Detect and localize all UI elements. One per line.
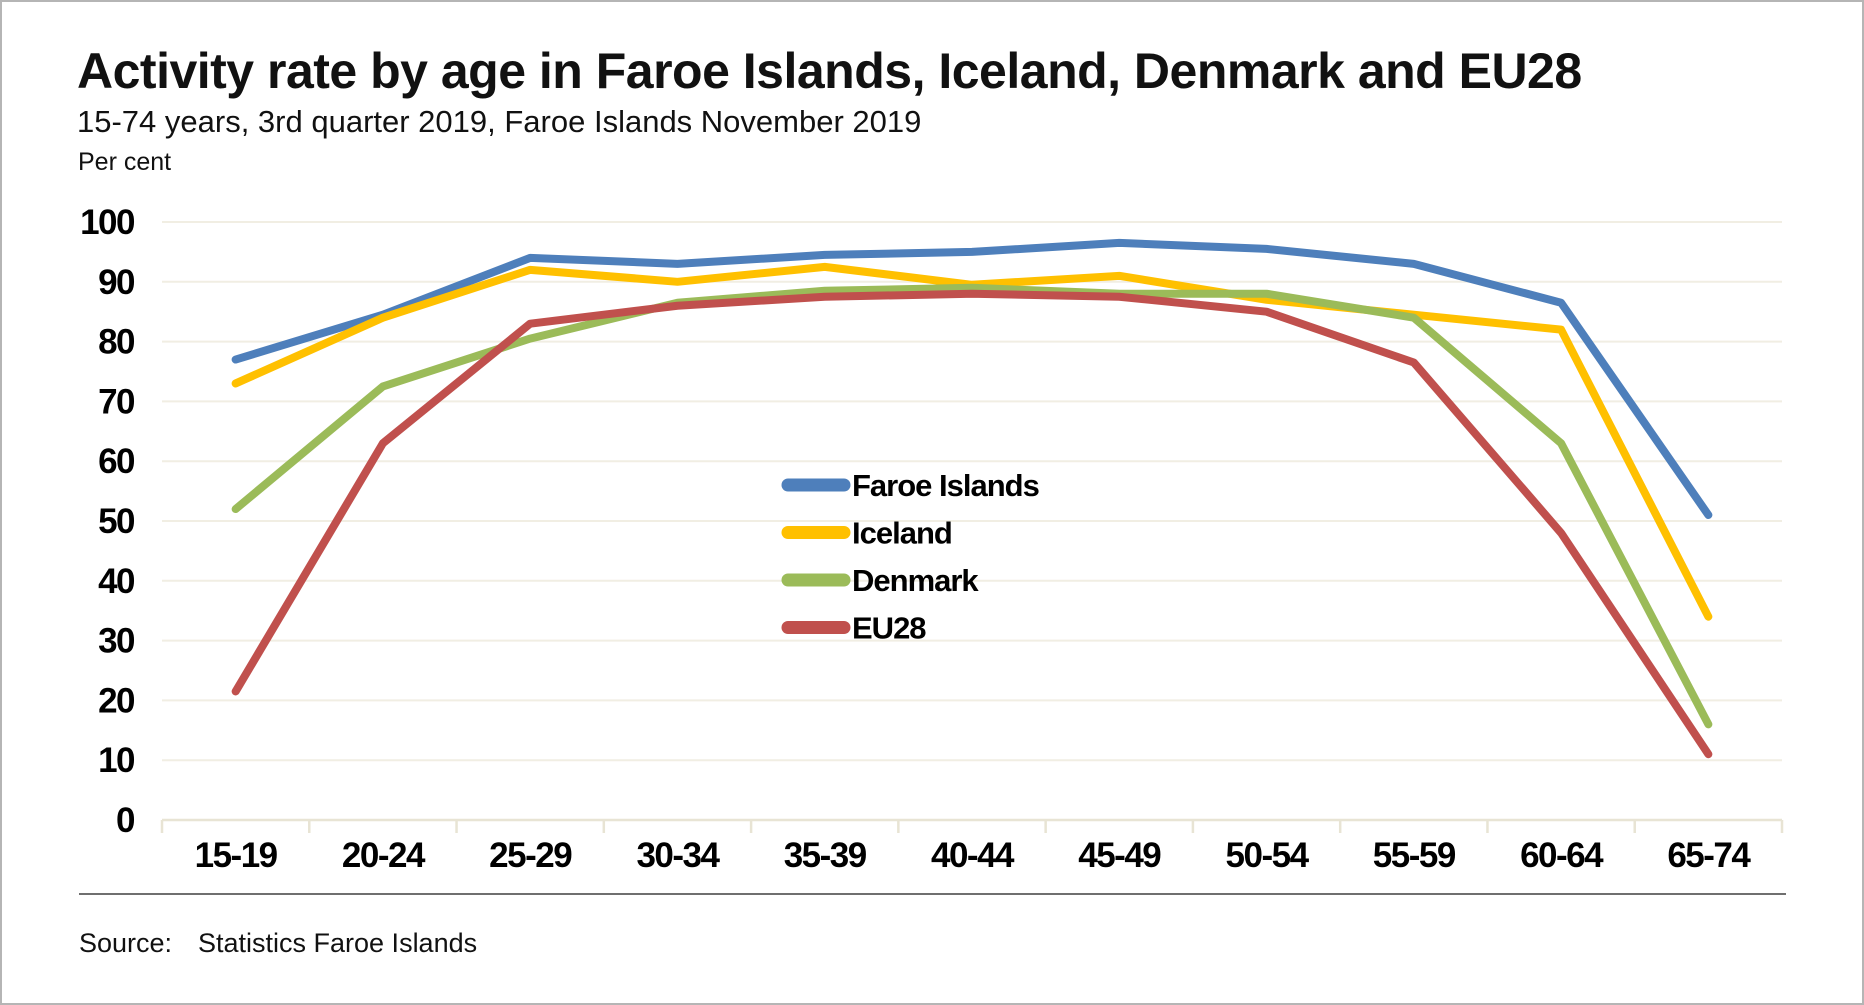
legend: Faroe Islands Iceland Denmark EU28 [781,468,1040,646]
x-axis-label: 50-54 [1226,836,1310,875]
x-axis-label: 55-59 [1373,836,1456,875]
y-axis-unit-label: Per cent [78,148,172,176]
series-line-eu28 [231,289,1713,759]
legend-label-iceland: Iceland [852,516,952,551]
y-axis-labels: 0 10 20 30 40 50 60 70 80 90 100 [80,203,136,840]
y-axis-label: 0 [116,801,135,840]
y-axis-label: 10 [98,741,135,780]
y-axis-label: 80 [98,323,135,362]
x-axis-label: 30-34 [636,836,720,875]
x-axis-label: 35-39 [784,836,867,875]
y-axis-label: 20 [98,681,135,720]
x-axis-label: 25-29 [489,836,572,875]
legend-label-denmark: Denmark [852,563,979,598]
y-axis-label: 50 [98,502,135,541]
footer-divider [79,893,1786,895]
x-axis-label: 20-24 [342,836,426,875]
chart-title: Activity rate by age in Faroe Islands, I… [77,43,1582,99]
x-axis-label: 65-74 [1667,836,1751,875]
legend-label-faroe-islands: Faroe Islands [852,468,1039,503]
x-axis-label: 60-64 [1520,836,1604,875]
series-line-faroe-islands [231,238,1713,520]
x-axis-label: 40-44 [931,836,1015,875]
chart-subtitle: 15-74 years, 3rd quarter 2019, Faroe Isl… [77,104,922,139]
y-axis-label: 60 [98,442,135,481]
y-axis-label: 70 [98,382,135,421]
x-axis-labels: 15-19 20-24 25-29 30-34 35-39 40-44 45-49 50-54… [195,836,1753,875]
y-axis-label: 100 [80,203,135,242]
y-axis-label: 40 [98,562,135,601]
legend-label-eu28: EU28 [852,611,926,646]
y-axis-label: 90 [98,263,135,302]
series-lines [231,238,1713,759]
source-label: Source: [79,928,173,958]
x-axis [160,818,1784,833]
x-axis-label: 15-19 [195,836,278,875]
y-axis-label: 30 [98,622,135,661]
series-line-denmark [231,283,1713,729]
source-value: Statistics Faroe Islands [198,928,478,958]
x-axis-label: 45-49 [1078,836,1161,875]
